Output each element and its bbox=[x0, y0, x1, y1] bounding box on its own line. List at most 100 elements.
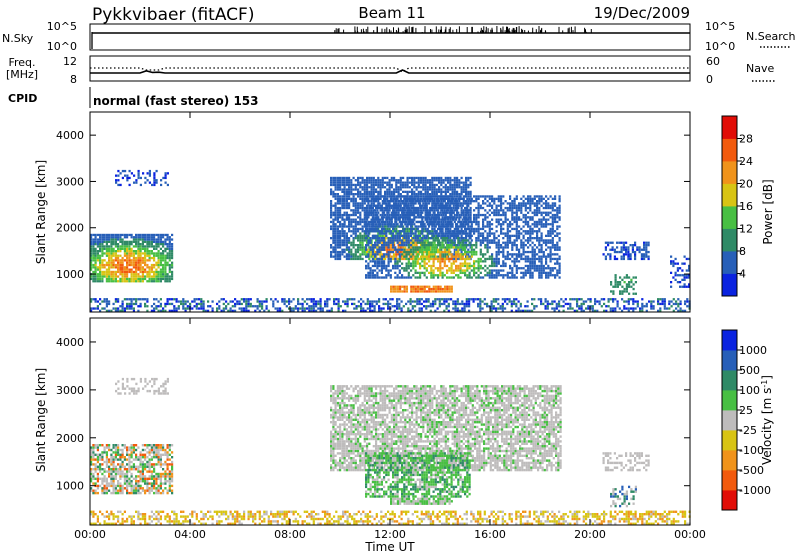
power-cell bbox=[387, 200, 390, 203]
power-cell bbox=[130, 298, 133, 301]
power-cell bbox=[459, 225, 462, 228]
power-cell bbox=[108, 247, 111, 250]
power-cell bbox=[153, 256, 156, 260]
power-cell bbox=[453, 188, 456, 191]
power-cell bbox=[424, 227, 427, 231]
power-cell bbox=[164, 277, 167, 281]
power-cell bbox=[354, 204, 357, 207]
power-cell bbox=[488, 234, 491, 237]
power-cell bbox=[486, 246, 489, 249]
power-cell bbox=[105, 247, 108, 250]
power-cell bbox=[491, 200, 494, 203]
power-cell bbox=[612, 285, 615, 288]
power-cell bbox=[511, 200, 514, 203]
power-cell bbox=[380, 276, 383, 279]
power-cell bbox=[339, 195, 342, 198]
power-cell bbox=[551, 244, 554, 247]
power-cell bbox=[148, 174, 151, 177]
power-cell bbox=[398, 209, 401, 212]
power-cell bbox=[643, 241, 646, 244]
power-cell bbox=[405, 285, 408, 288]
power-cell bbox=[488, 276, 491, 279]
power-cell bbox=[141, 256, 144, 260]
power-cell bbox=[529, 202, 532, 205]
power-cell bbox=[357, 193, 360, 196]
power-cell bbox=[461, 197, 464, 200]
power-cell bbox=[341, 230, 344, 233]
power-cell bbox=[613, 248, 616, 251]
power-cell bbox=[415, 220, 418, 224]
power-cell bbox=[332, 230, 335, 233]
power-cell bbox=[425, 209, 428, 212]
power-cell bbox=[444, 241, 447, 244]
power-cell bbox=[354, 257, 357, 261]
power-cell bbox=[448, 250, 451, 254]
power-cell bbox=[146, 243, 149, 246]
power-cell bbox=[419, 239, 422, 242]
power-cell bbox=[117, 298, 120, 301]
power-cell bbox=[330, 193, 333, 196]
power-cell bbox=[166, 238, 169, 241]
power-cell bbox=[396, 204, 399, 207]
power-cell bbox=[119, 263, 122, 267]
power-cell bbox=[477, 220, 480, 224]
power-cell bbox=[551, 218, 554, 221]
noise-right-tick-bottom: 10^0 bbox=[705, 40, 735, 53]
power-cell bbox=[90, 300, 93, 303]
power-cell bbox=[171, 261, 174, 264]
power-cell bbox=[464, 202, 467, 205]
power-cell bbox=[117, 280, 120, 283]
power-cell bbox=[414, 234, 417, 237]
power-cell bbox=[350, 225, 353, 228]
power-cell bbox=[506, 250, 509, 254]
power-cell bbox=[90, 238, 93, 241]
power-cell bbox=[399, 223, 402, 226]
power-cell bbox=[461, 218, 464, 221]
power-cell bbox=[365, 230, 368, 233]
power-cell bbox=[465, 255, 468, 258]
power-cell bbox=[443, 200, 446, 203]
power-cell bbox=[444, 232, 447, 235]
power-cell bbox=[432, 244, 435, 247]
power-cell bbox=[444, 202, 447, 205]
power-cell bbox=[150, 275, 153, 278]
power-cell bbox=[399, 246, 402, 249]
power-cell bbox=[357, 230, 360, 233]
power-cell bbox=[545, 239, 548, 242]
power-cell bbox=[511, 248, 514, 251]
power-cell bbox=[614, 281, 617, 284]
power-cell bbox=[440, 181, 443, 184]
power-cell bbox=[414, 232, 417, 235]
power-cell bbox=[357, 257, 360, 261]
power-cell bbox=[153, 277, 156, 281]
power-cell bbox=[366, 190, 369, 193]
power-cell bbox=[412, 267, 415, 270]
power-cell bbox=[123, 268, 126, 271]
power-cell bbox=[396, 213, 399, 217]
power-cell bbox=[334, 244, 337, 247]
power-cell bbox=[367, 241, 370, 244]
power-cell bbox=[457, 211, 460, 214]
power-cell bbox=[470, 255, 473, 258]
power-cell bbox=[336, 218, 339, 221]
power-cell bbox=[554, 257, 557, 261]
power-cell bbox=[115, 174, 118, 177]
power-cell bbox=[135, 256, 138, 260]
power-cell bbox=[482, 220, 485, 224]
power-cell bbox=[371, 244, 374, 247]
power-cell bbox=[441, 274, 444, 277]
power-cell bbox=[524, 206, 527, 210]
power-cell bbox=[681, 274, 684, 277]
power-cell bbox=[419, 202, 422, 205]
power-cell bbox=[119, 183, 122, 187]
power-cell bbox=[486, 237, 489, 240]
power-cell bbox=[92, 259, 95, 262]
power-cell bbox=[148, 273, 151, 276]
power-cell bbox=[627, 250, 630, 254]
power-cell bbox=[343, 188, 346, 191]
power-cell bbox=[638, 246, 641, 249]
power-cell bbox=[334, 193, 337, 196]
power-cell bbox=[339, 181, 342, 184]
power-cell bbox=[618, 241, 621, 244]
power-cell bbox=[393, 223, 396, 226]
